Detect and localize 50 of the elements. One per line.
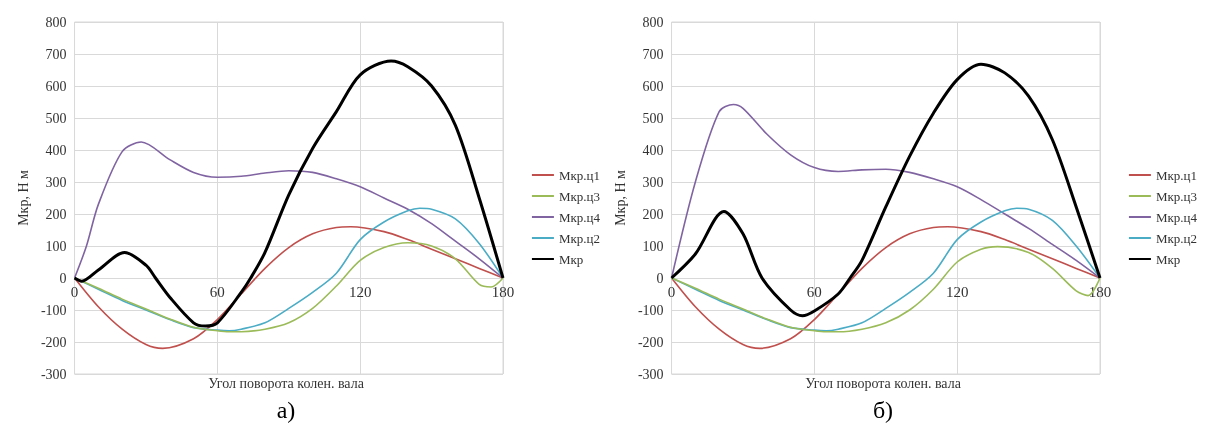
y-tick-label: 200 [45, 206, 67, 222]
x-tick-label: 120 [945, 283, 969, 300]
y-tick-label: 700 [642, 46, 664, 62]
y-tick-label: 400 [642, 142, 664, 158]
y-tick-label: 300 [642, 174, 664, 190]
y-tick-label: 500 [45, 110, 67, 126]
legend-label: Мкр.ц3 [1155, 188, 1198, 204]
legend-label: Мкр [1155, 251, 1181, 267]
line-series [670, 103, 1101, 279]
y-tick-label: 300 [45, 174, 67, 190]
text: а) [276, 397, 296, 423]
x-tick-label: 180 [491, 283, 515, 300]
y-tick-label: 600 [45, 78, 67, 94]
legend-label: Мкр.ц4 [558, 209, 601, 225]
legend-label: Мкр.ц2 [558, 230, 601, 246]
x-tick-label: 180 [1088, 283, 1112, 300]
y-tick-label: 800 [642, 14, 664, 30]
y-tick-label: 800 [45, 14, 67, 30]
x-tick-label: 120 [348, 283, 372, 300]
x-tick-label: 60 [209, 283, 225, 300]
x-tick-label: 60 [806, 283, 822, 300]
y-tick-label: 100 [642, 238, 664, 254]
x-axis-title: Угол поворота колен. вала [208, 375, 365, 391]
legend-label: Мкр.ц3 [558, 188, 601, 204]
y-tick-label: 0 [59, 270, 67, 286]
y-tick-label: -300 [40, 366, 67, 382]
y-tick-label: 200 [642, 206, 664, 222]
y-tick-label: -100 [40, 302, 67, 318]
legend-label: Мкр [558, 251, 584, 267]
y-tick-label: 0 [656, 270, 664, 286]
y-tick-label: -100 [637, 302, 664, 318]
y-axis-title: Мкр, Н м [15, 170, 31, 226]
y-tick-label: 500 [642, 110, 664, 126]
legend-label: Мкр.ц2 [1155, 230, 1198, 246]
y-tick-label: 400 [45, 142, 67, 158]
y-axis-title: Мкр, Н м [612, 170, 628, 226]
legend-label: Мкр.ц1 [1155, 167, 1198, 183]
y-tick-label: -200 [40, 334, 67, 350]
x-tick-label: 0 [667, 283, 676, 300]
y-tick-label: 100 [45, 238, 67, 254]
y-tick-label: 700 [45, 46, 67, 62]
y-tick-label: -300 [637, 366, 664, 382]
legend-label: Мкр.ц1 [558, 167, 601, 183]
x-axis-title: Угол поворота колен. вала [805, 375, 962, 391]
line-series [73, 141, 504, 279]
y-tick-label: -200 [637, 334, 664, 350]
text: б) [872, 397, 894, 423]
x-tick-label: 0 [70, 283, 79, 300]
legend-label: Мкр.ц4 [1155, 209, 1198, 225]
y-tick-label: 600 [642, 78, 664, 94]
